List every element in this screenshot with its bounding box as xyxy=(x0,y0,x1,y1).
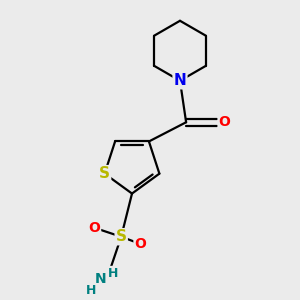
Text: H: H xyxy=(108,267,118,280)
Text: O: O xyxy=(134,237,146,251)
Text: H: H xyxy=(86,284,96,297)
Text: N: N xyxy=(174,73,186,88)
Text: S: S xyxy=(99,166,110,181)
Text: O: O xyxy=(219,115,230,129)
Text: S: S xyxy=(116,229,127,244)
Text: N: N xyxy=(95,272,106,286)
Text: O: O xyxy=(88,221,100,235)
